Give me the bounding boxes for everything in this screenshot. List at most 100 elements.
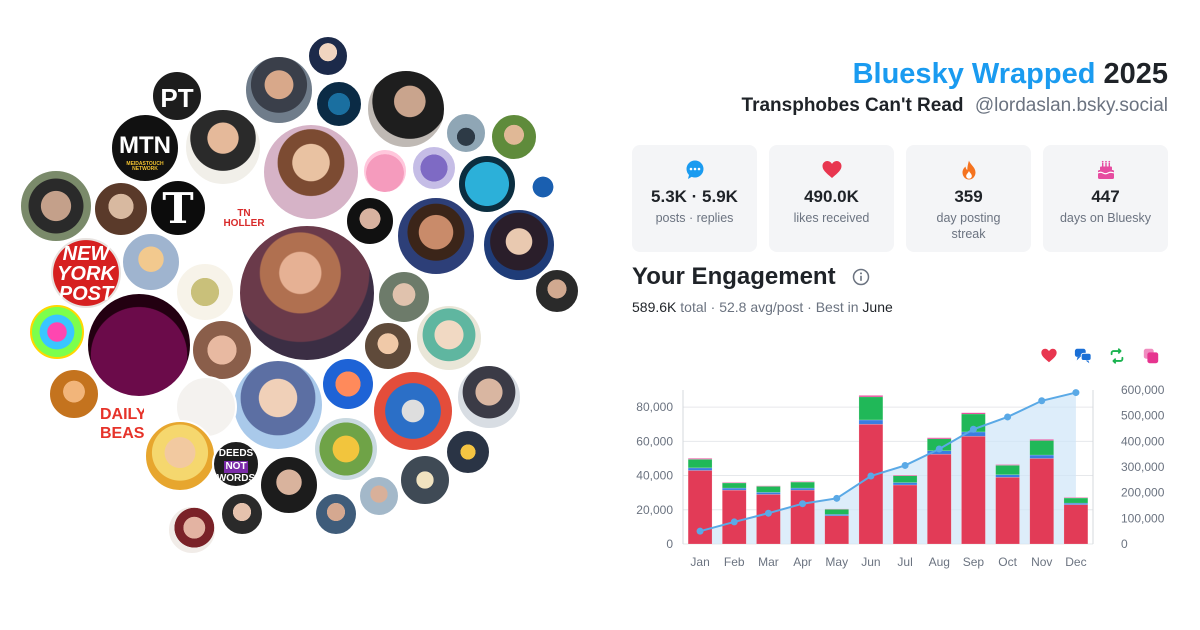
logo-text: NOT: [224, 461, 248, 473]
avatar[interactable]: [259, 455, 319, 515]
avatar[interactable]: [358, 475, 400, 517]
avatar[interactable]: [396, 196, 476, 276]
avatar-mtn-logo[interactable]: MTN MEIDASTOUCH NETWORK: [110, 113, 180, 183]
avatar[interactable]: [411, 145, 457, 191]
avatar[interactable]: [238, 224, 376, 362]
avatar[interactable]: [191, 319, 253, 381]
avatar[interactable]: [372, 370, 454, 452]
avatar[interactable]: [175, 262, 235, 322]
bar-segment: [756, 494, 781, 545]
stat-value: 447: [1091, 187, 1120, 206]
x-tick-label: Aug: [929, 555, 950, 569]
cumulative-point: [799, 500, 807, 508]
avatar[interactable]: [345, 196, 395, 246]
avatar-nypost-logo[interactable]: NEW YORK POST: [49, 236, 123, 310]
avatar[interactable]: [232, 359, 324, 451]
user-handle[interactable]: @lordaslan.bsky.social: [974, 95, 1168, 116]
bar-segment: [687, 459, 713, 469]
avatar[interactable]: [184, 108, 262, 186]
avatar[interactable]: [28, 303, 86, 361]
avatar-pt-logo[interactable]: PT: [151, 70, 203, 122]
stat-value: 359: [954, 187, 983, 206]
info-icon[interactable]: [852, 268, 870, 286]
bar-segment: [790, 481, 815, 489]
bar-segment: [961, 435, 986, 545]
avatar[interactable]: [167, 505, 217, 555]
avatar[interactable]: [445, 112, 487, 154]
engagement-summary: 589.6K total · 52.8 avg/post · Best in J…: [632, 299, 893, 315]
x-tick-label: Apr: [793, 555, 812, 569]
engagement-total-word: total: [680, 299, 707, 315]
avatar[interactable]: [220, 492, 264, 536]
avatar[interactable]: [452, 263, 500, 311]
avatar-deeds-logo[interactable]: DEEDS NOT WORDS: [212, 440, 260, 488]
engagement-total: 589.6K: [632, 299, 677, 315]
quote-icon[interactable]: [1142, 347, 1160, 365]
avatar[interactable]: [517, 161, 569, 213]
x-tick-label: Dec: [1065, 555, 1086, 569]
avatar[interactable]: [490, 113, 538, 161]
year-label: 2025: [1103, 58, 1168, 90]
avatar-daily-beast-logo[interactable]: DAILY BEAST: [100, 403, 144, 447]
avatar[interactable]: [86, 292, 192, 398]
avatar[interactable]: [482, 208, 556, 282]
bar-segment: [722, 487, 747, 491]
avatar[interactable]: [445, 429, 491, 475]
stat-label: day posting streak: [936, 211, 1001, 241]
cumulative-point: [696, 527, 704, 535]
stat-label: posts · replies: [655, 211, 734, 225]
avatar[interactable]: [307, 35, 349, 77]
bar-segment: [892, 482, 918, 486]
heart-icon[interactable]: [1040, 347, 1058, 365]
avatar[interactable]: [313, 416, 379, 482]
avatar[interactable]: [415, 304, 483, 372]
avatar[interactable]: [457, 154, 517, 214]
avatar[interactable]: [93, 181, 149, 237]
avatar[interactable]: [19, 169, 93, 243]
stat-card: 490.0K likes received: [769, 145, 894, 252]
bar-segment: [995, 477, 1020, 545]
avatar-nyt-logo[interactable]: T: [149, 179, 207, 237]
engagement-chart: 0 20,000 40,000 60,000 80,000 0 100,000 200,000…: [636, 383, 1165, 569]
avatar[interactable]: [315, 80, 363, 128]
cumulative-point: [764, 509, 772, 517]
avatar[interactable]: [244, 55, 314, 125]
bar-segment: [1029, 458, 1054, 545]
x-tick-label: Mar: [758, 555, 779, 569]
avatar[interactable]: [363, 321, 413, 371]
y-tick-right: 500,000: [1121, 409, 1165, 423]
avatar[interactable]: [399, 454, 451, 506]
avatar[interactable]: [366, 69, 446, 149]
avatar[interactable]: [321, 357, 375, 411]
avatar-tn-holler-logo[interactable]: TN HOLLER: [220, 191, 268, 239]
cumulative-point: [867, 472, 875, 480]
reply-icon[interactable]: [1074, 347, 1092, 365]
bar-segment: [858, 396, 884, 421]
avatar[interactable]: [314, 492, 358, 536]
bar-segment: [722, 482, 747, 489]
avatar[interactable]: [144, 420, 216, 492]
bar-segment: [995, 474, 1020, 478]
bar-segment: [790, 489, 815, 545]
cumulative-point: [1038, 397, 1046, 405]
repost-icon[interactable]: [1108, 347, 1126, 365]
bar-segment: [722, 482, 747, 484]
bar-segment: [1063, 502, 1089, 505]
avatar[interactable]: [48, 368, 100, 420]
logo-text: PT: [160, 83, 194, 113]
avatar[interactable]: [377, 270, 431, 324]
stat-label: likes received: [793, 211, 870, 225]
avatar[interactable]: [121, 232, 181, 292]
avatar[interactable]: [362, 148, 408, 194]
bar-segment: [756, 485, 781, 487]
bar-segment: [687, 467, 713, 471]
avatar[interactable]: [534, 268, 580, 314]
logo-text: WORDS: [216, 473, 256, 484]
avatar[interactable]: [486, 296, 548, 358]
avatar[interactable]: [456, 364, 522, 430]
y-tick-left: 60,000: [636, 434, 673, 448]
bar-segment: [892, 474, 918, 476]
logo-text: TN HOLLER: [223, 208, 265, 229]
x-tick-label: Feb: [724, 555, 745, 569]
avatar[interactable]: [262, 123, 360, 221]
